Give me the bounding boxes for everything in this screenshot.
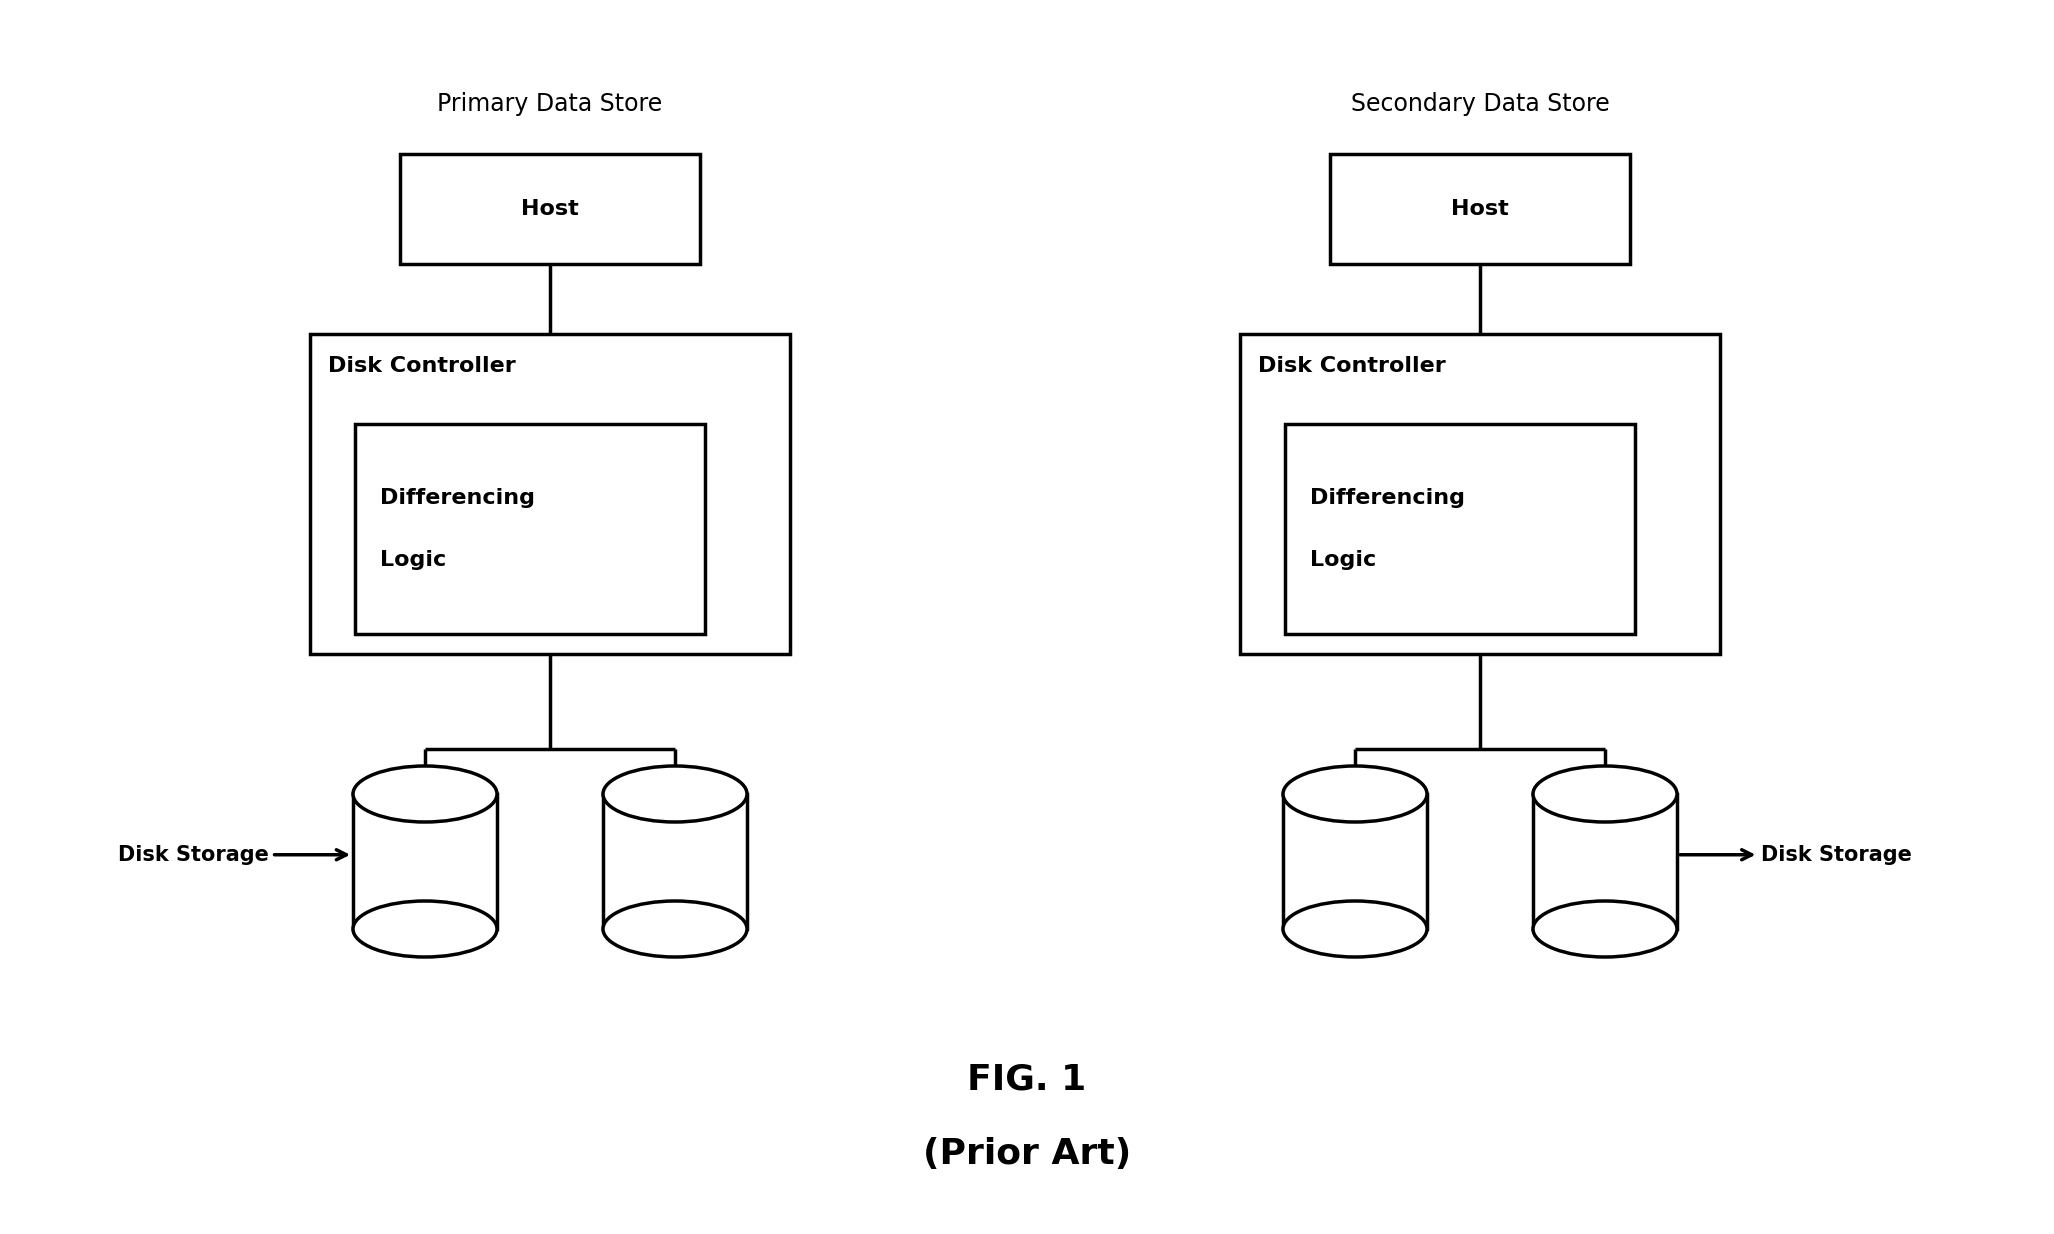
Ellipse shape [1532, 901, 1676, 958]
Text: Secondary Data Store: Secondary Data Store [1352, 93, 1610, 116]
Ellipse shape [604, 901, 748, 958]
FancyBboxPatch shape [355, 424, 705, 634]
Text: Host: Host [522, 199, 579, 218]
FancyBboxPatch shape [353, 793, 497, 929]
Ellipse shape [1284, 766, 1428, 822]
Text: Logic: Logic [380, 550, 448, 570]
Text: Disk Controller: Disk Controller [329, 355, 516, 376]
Text: Primary Data Store: Primary Data Store [438, 93, 663, 116]
Text: Disk Storage: Disk Storage [117, 845, 347, 865]
FancyBboxPatch shape [1532, 793, 1676, 929]
Text: (Prior Art): (Prior Art) [922, 1137, 1132, 1171]
Text: Host: Host [1450, 199, 1510, 218]
Ellipse shape [1532, 766, 1676, 822]
Text: Logic: Logic [1310, 550, 1376, 570]
Ellipse shape [353, 901, 497, 958]
Text: Differencing: Differencing [380, 487, 536, 507]
Text: Differencing: Differencing [1310, 487, 1465, 507]
FancyBboxPatch shape [604, 793, 748, 929]
Ellipse shape [353, 766, 497, 822]
FancyBboxPatch shape [1286, 424, 1635, 634]
FancyBboxPatch shape [1284, 793, 1428, 929]
Text: Disk Storage: Disk Storage [1680, 845, 1912, 865]
Text: Disk Controller: Disk Controller [1257, 355, 1446, 376]
FancyBboxPatch shape [310, 334, 791, 654]
FancyBboxPatch shape [1241, 334, 1719, 654]
FancyBboxPatch shape [401, 154, 700, 264]
FancyBboxPatch shape [1331, 154, 1631, 264]
Ellipse shape [604, 766, 748, 822]
Text: FIG. 1: FIG. 1 [967, 1062, 1087, 1096]
Ellipse shape [1284, 901, 1428, 958]
